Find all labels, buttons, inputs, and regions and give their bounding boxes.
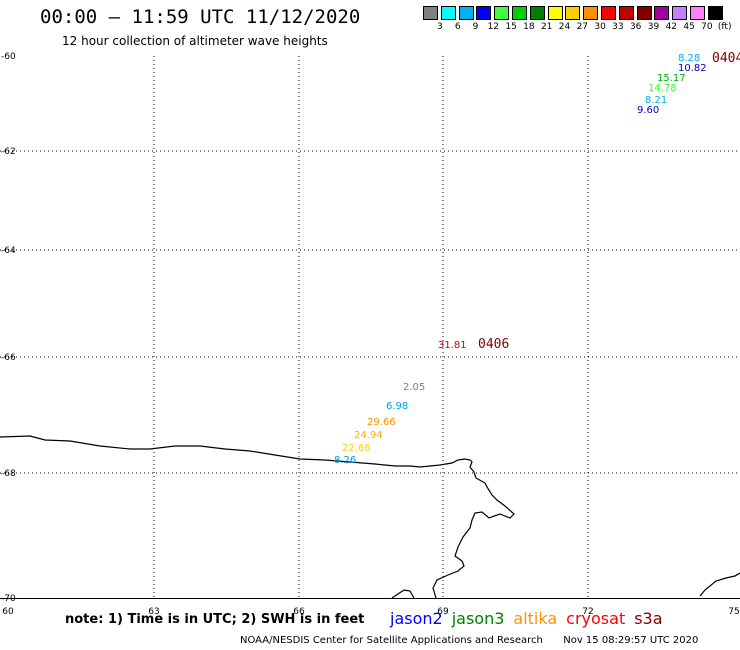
scale-swatch	[494, 6, 510, 20]
coastline	[0, 435, 515, 599]
latitude-label: -62	[1, 147, 16, 157]
scale-tick-label: 3	[437, 22, 443, 32]
swh-observation: 6.98	[386, 401, 408, 412]
swh-observation: 8.26	[334, 455, 356, 466]
scale-swatch	[512, 6, 527, 20]
scale-swatch	[707, 6, 723, 20]
satellite-legend-entry: s3a	[634, 609, 663, 628]
swh-observation: 29.66	[367, 417, 396, 428]
pass-time-label: 0404	[712, 51, 740, 66]
pass-time-label: 0406	[478, 337, 509, 352]
scale-tick-label: 36	[629, 22, 642, 32]
swh-observation: 15.17	[657, 73, 686, 84]
scale-tick-label: 39	[647, 22, 660, 32]
map-title: 00:00 – 11:59 UTC 11/12/2020	[40, 6, 361, 28]
satellite-legend-entry: jason2	[390, 609, 443, 628]
longitude-label: 66	[293, 607, 305, 617]
satellite-legend-entry: jason3	[451, 609, 505, 628]
coastline-south	[391, 589, 415, 599]
latitude-label: -70	[1, 594, 16, 604]
scale-swatch	[547, 6, 563, 20]
satellite-legend-entry: altika	[513, 609, 558, 628]
scale-swatch	[423, 6, 438, 20]
longitude-label: 75	[728, 607, 739, 617]
scale-tick-label: 24	[558, 22, 571, 32]
scale-tick-label: 15	[505, 22, 517, 32]
map-subtitle: 12 hour collection of altimeter wave hei…	[62, 34, 328, 48]
scale-tick-label: 42	[665, 22, 678, 32]
swh-observation: 10.82	[678, 63, 707, 74]
scale-tick-label: 33	[612, 22, 624, 32]
latitude-label: -68	[1, 469, 16, 479]
scale-swatch	[440, 6, 456, 20]
scale-swatch	[654, 6, 670, 20]
swh-observation: 24.94	[354, 430, 383, 441]
scale-tick-label: 45	[683, 22, 695, 32]
scale-tick-label: 9	[472, 22, 479, 32]
scale-tick-label: 12	[487, 22, 500, 32]
scale-swatch	[672, 6, 688, 20]
coastline-east	[699, 572, 740, 597]
credit-text: NOAA/NESDIS Center for Satellite Applica…	[240, 635, 543, 646]
generated-timestamp: Nov 15 08:29:57 UTC 2020	[563, 635, 699, 646]
satellite-legend-entry: cryosat	[566, 609, 626, 628]
axis-labels: -60 -62 -64 -66 -68 -70 60 63 66 69 72 75	[1, 52, 740, 617]
scale-swatch	[529, 6, 545, 20]
scale-tick-label: 27	[576, 22, 589, 32]
units-note: note: 1) Time is in UTC; 2) SWH is in fe…	[65, 612, 365, 627]
swh-observation: 22.66	[342, 443, 371, 454]
scale-swatch	[565, 6, 581, 20]
scale-swatch	[601, 6, 616, 20]
swh-observation: 9.60	[637, 105, 659, 116]
scale-tick-label: 21	[540, 22, 553, 32]
latitude-label: -64	[1, 246, 16, 256]
swh-observation: 2.05	[403, 382, 425, 393]
scale-tick-label: 6	[454, 22, 461, 32]
swh-observation: 8.28	[678, 53, 700, 64]
longitude-label: 63	[148, 607, 159, 617]
scale-swatch	[458, 6, 474, 20]
satellite-legend: jason2 jason3 altika cryosat s3a	[390, 609, 672, 628]
swh-observation: 8.21	[645, 95, 667, 106]
swh-observation: 14.78	[648, 83, 677, 94]
map-grid	[0, 56, 740, 598]
scale-swatch	[618, 6, 634, 20]
longitude-label: 69	[437, 607, 449, 617]
scale-tick-label: 70	[701, 22, 713, 32]
swh-observation: 31.81	[438, 340, 467, 351]
credit-footer: NOAA/NESDIS Center for Satellite Applica…	[240, 635, 698, 646]
scale-swatch	[636, 6, 652, 20]
scale-tick-label: 30	[594, 22, 606, 32]
latitude-label: -60	[1, 52, 16, 62]
scale-swatch	[476, 6, 492, 20]
scale-swatch	[583, 6, 599, 20]
scale-tick-label: (ft)	[717, 22, 732, 32]
longitude-label: 60	[2, 607, 14, 617]
scale-swatch	[690, 6, 705, 20]
time-labels-layer: 0404 0406	[478, 51, 740, 352]
latitude-label: -66	[1, 353, 16, 363]
longitude-label: 72	[582, 607, 593, 617]
scale-tick-label: 18	[523, 22, 535, 32]
